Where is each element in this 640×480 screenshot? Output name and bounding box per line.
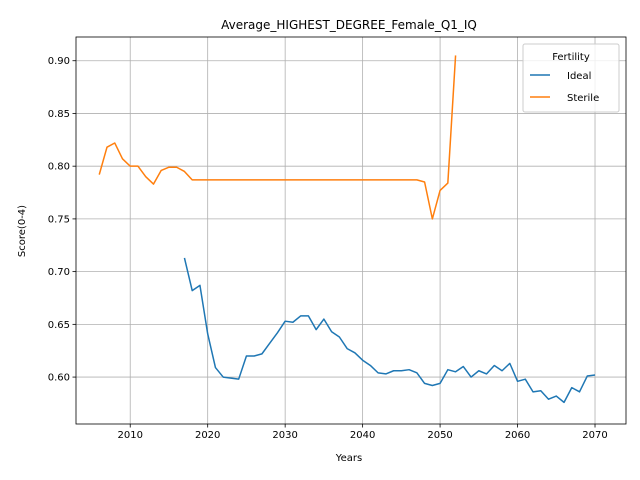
y-tick-label: 0.85 bbox=[48, 109, 70, 120]
y-axis-label: Score(0-4) bbox=[17, 205, 28, 257]
legend-box bbox=[522, 43, 620, 113]
x-tick-label: 2030 bbox=[272, 430, 297, 441]
x-tick-label: 2040 bbox=[350, 430, 375, 441]
x-axis-label: Years bbox=[335, 453, 362, 464]
y-axis-ticks: 0.60 0.65 0.70 0.75 0.80 0.85 0.90 bbox=[48, 56, 76, 384]
gridlines bbox=[76, 37, 626, 424]
chart-title: Average_HIGHEST_DEGREE_Female_Q1_IQ bbox=[221, 18, 477, 32]
series-line-sterile bbox=[98, 55, 457, 220]
series-line-ideal bbox=[183, 257, 596, 404]
series-lines bbox=[98, 55, 596, 404]
legend-label-sterile: Sterile bbox=[567, 93, 599, 104]
legend-title: Fertility bbox=[552, 52, 590, 63]
legend-label-ideal: Ideal bbox=[567, 71, 591, 82]
x-axis-ticks: 2010 2020 2030 2040 2050 2060 2070 bbox=[117, 424, 608, 441]
x-tick-label: 2060 bbox=[505, 430, 530, 441]
y-tick-label: 0.80 bbox=[48, 162, 70, 173]
y-tick-label: 0.65 bbox=[48, 320, 70, 331]
x-tick-label: 2020 bbox=[195, 430, 220, 441]
legend: Fertility Ideal Sterile bbox=[522, 43, 620, 113]
x-tick-label: 2050 bbox=[427, 430, 452, 441]
y-tick-label: 0.70 bbox=[48, 267, 70, 278]
x-tick-label: 2010 bbox=[117, 430, 142, 441]
x-tick-label: 2070 bbox=[582, 430, 607, 441]
y-tick-label: 0.90 bbox=[48, 56, 70, 67]
plot-frame bbox=[75, 36, 627, 425]
y-tick-label: 0.60 bbox=[48, 373, 70, 384]
y-tick-label: 0.75 bbox=[48, 214, 70, 225]
